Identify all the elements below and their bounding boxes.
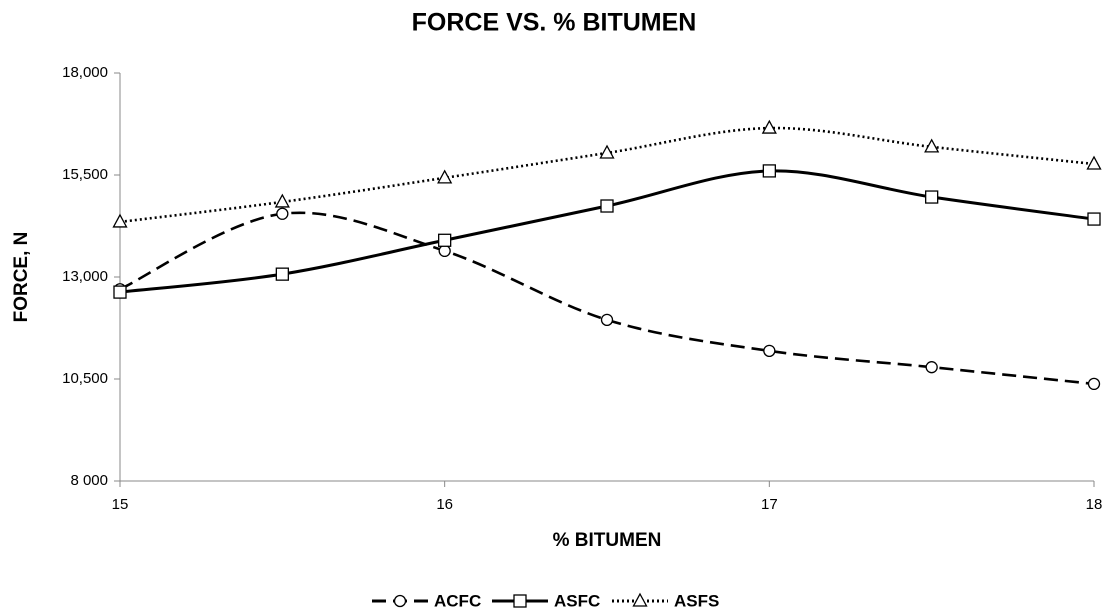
chart-title: FORCE VS. % BITUMEN <box>412 9 697 37</box>
legend-label: ASFC <box>554 591 600 610</box>
point <box>1086 155 1102 170</box>
point <box>761 119 777 134</box>
point <box>274 193 290 208</box>
legend-marker <box>513 594 527 608</box>
point <box>113 285 127 299</box>
series-line <box>119 169 1095 294</box>
x-axis-label: % BITUMEN <box>553 530 662 551</box>
point <box>276 207 289 220</box>
y-tick-label: 13,000 <box>62 268 108 285</box>
y-axis-label: FORCE, N <box>11 232 32 323</box>
legend-label: ASFS <box>674 591 719 610</box>
point <box>112 213 128 228</box>
series-line <box>119 211 1095 386</box>
x-tick-label: 15 <box>112 496 129 513</box>
legend-marker <box>393 594 407 608</box>
point <box>438 233 452 247</box>
point <box>438 244 451 258</box>
point <box>275 267 289 281</box>
point <box>1087 377 1101 391</box>
y-tick-label: 15,500 <box>62 166 108 183</box>
x-tick-label: 16 <box>436 496 453 513</box>
point <box>762 164 776 178</box>
x-tick-label: 18 <box>1086 496 1103 513</box>
legend-label: ACFC <box>434 591 481 610</box>
x-tick-label: 17 <box>761 496 778 513</box>
point <box>763 344 776 357</box>
point <box>925 361 938 374</box>
point <box>600 199 614 213</box>
legend-marker <box>632 592 648 607</box>
y-tick-label: 10,500 <box>62 370 108 387</box>
point <box>599 144 615 159</box>
point <box>437 169 453 184</box>
point <box>600 313 614 326</box>
point <box>925 190 939 204</box>
y-tick-label: 18,000 <box>62 64 108 81</box>
y-tick-label: 8 000 <box>70 472 108 489</box>
point <box>1087 212 1101 226</box>
point <box>924 138 940 153</box>
